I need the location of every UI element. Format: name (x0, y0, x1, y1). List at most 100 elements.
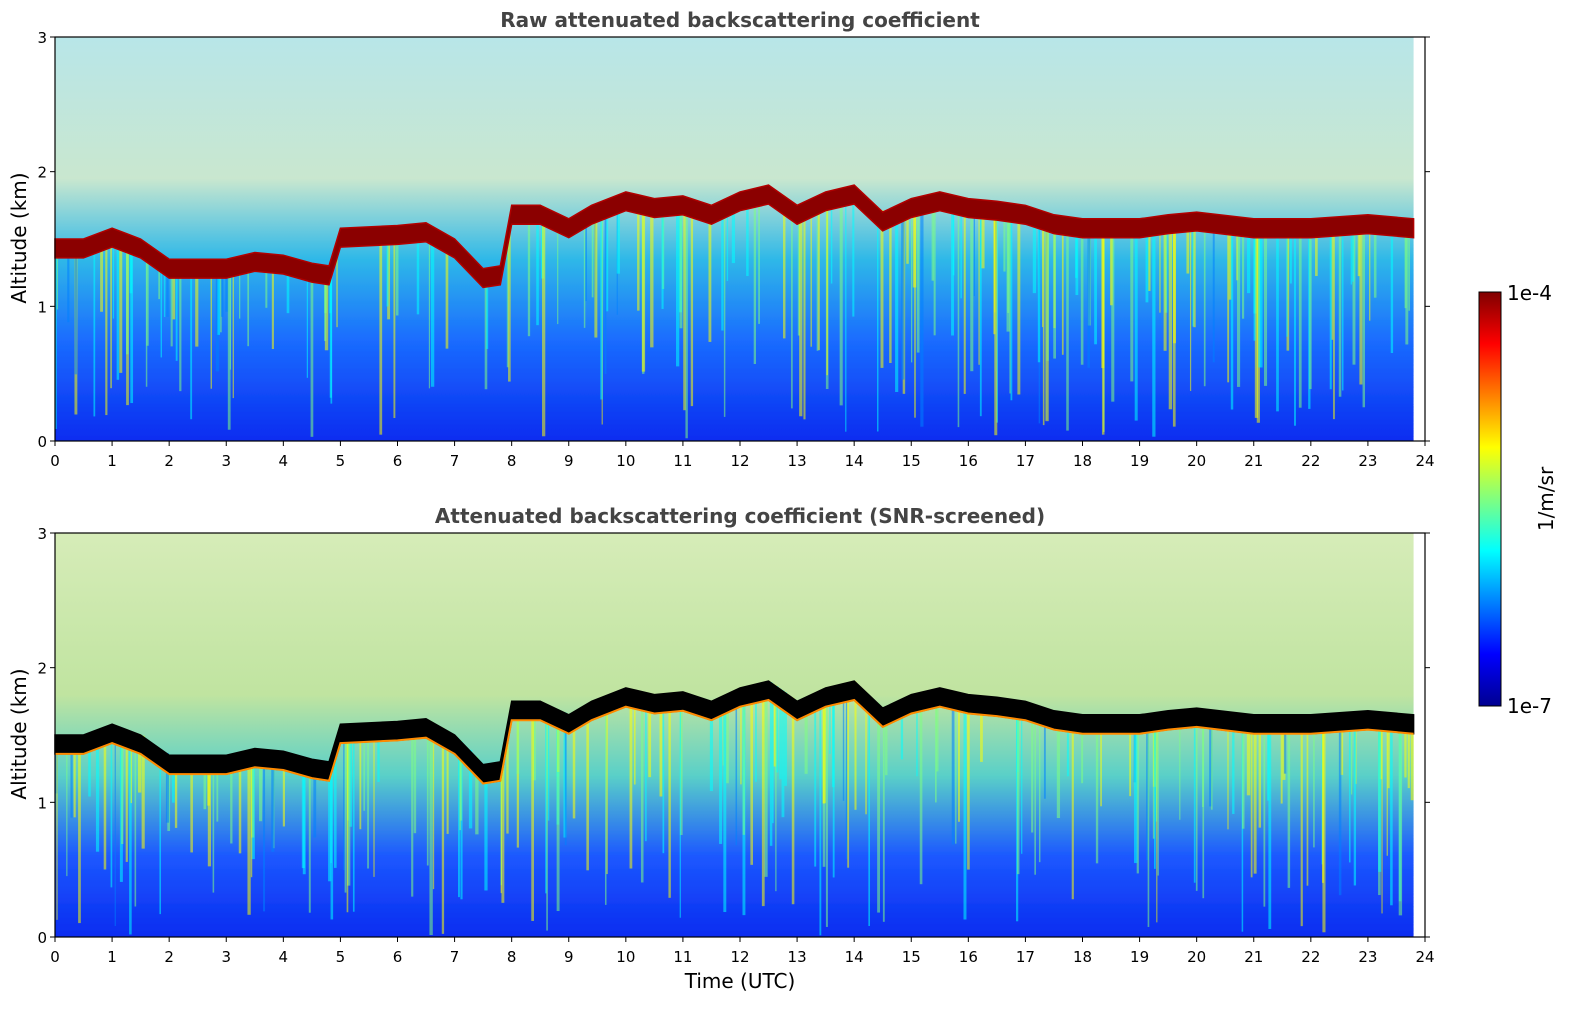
fall-streak (1286, 218, 1288, 337)
fall-streak (426, 719, 429, 866)
fall-streak (679, 692, 681, 918)
fall-streak (66, 735, 68, 877)
fall-streak (1034, 704, 1036, 875)
fall-streak (1211, 709, 1213, 810)
fall-streak (772, 683, 774, 824)
x-tick-label: 22 (1301, 452, 1320, 470)
fall-streak (740, 687, 742, 785)
fall-streak (545, 703, 547, 894)
fall-streak (775, 686, 779, 773)
fall-streak (179, 259, 182, 392)
fall-streak (847, 682, 850, 868)
fall-streak (933, 193, 936, 336)
fall-streak (500, 760, 502, 894)
fall-streak (343, 724, 345, 871)
fall-streak (845, 187, 847, 432)
fall-streak (1129, 714, 1132, 797)
fall-streak (640, 691, 644, 883)
x-tick-label: 22 (1301, 948, 1320, 966)
y-tick-label: 1 (37, 794, 47, 812)
fall-streak (1404, 713, 1407, 778)
fall-streak (250, 749, 253, 878)
fall-streak (416, 223, 420, 315)
fall-streak (1348, 712, 1351, 863)
fall-streak (1351, 711, 1353, 795)
x-tick-label: 14 (845, 452, 864, 470)
x-tick-label: 11 (673, 452, 692, 470)
chart-title: Attenuated backscattering coefficient (S… (435, 504, 1045, 528)
fall-streak (594, 204, 598, 338)
fall-streak (839, 188, 843, 406)
fall-streak (386, 226, 389, 307)
fall-streak (1009, 203, 1011, 394)
fall-streak (1264, 218, 1268, 386)
fall-streak (95, 730, 100, 852)
fall-streak (900, 699, 904, 760)
fall-streak (429, 720, 433, 936)
fall-streak (606, 199, 609, 312)
fall-streak (1276, 218, 1279, 412)
fall-streak (164, 255, 166, 317)
fall-streak (119, 727, 123, 882)
fall-streak (810, 198, 812, 347)
fall-streak (1373, 215, 1377, 298)
fall-streak (1016, 700, 1020, 875)
fall-streak (475, 756, 479, 835)
fall-streak (1286, 218, 1290, 351)
x-tick-label: 12 (730, 948, 749, 966)
fall-streak (1357, 215, 1361, 277)
fall-streak (170, 259, 173, 347)
fall-streak (1021, 700, 1023, 854)
fall-streak (251, 749, 255, 860)
fall-streak (282, 751, 285, 827)
fall-streak (920, 196, 924, 427)
fall-streak (393, 225, 396, 419)
fall-streak (536, 205, 539, 326)
fall-streak (690, 198, 694, 407)
fall-streak (845, 683, 848, 859)
fall-streak (259, 748, 263, 822)
fall-streak (668, 693, 671, 898)
fall-streak (1315, 218, 1318, 277)
fall-streak (359, 723, 362, 830)
fall-streak (103, 727, 107, 870)
fall-streak (308, 758, 311, 913)
backscatter-field (55, 533, 1414, 937)
fall-streak (723, 199, 726, 417)
fall-streak (329, 263, 332, 398)
fall-streak (1340, 712, 1344, 775)
fall-streak (957, 196, 960, 428)
fall-streak (134, 732, 137, 907)
fall-streak (1294, 218, 1296, 426)
x-tick-label: 4 (279, 948, 289, 966)
fall-streak (557, 213, 559, 325)
fall-streak (220, 259, 222, 333)
fall-streak (506, 231, 509, 368)
fall-streak (306, 261, 309, 378)
fall-streak (1338, 216, 1342, 397)
fall-streak (459, 740, 463, 821)
fall-streak (616, 195, 620, 274)
fall-streak (758, 187, 760, 324)
fall-streak (310, 262, 314, 437)
fall-streak (816, 196, 819, 351)
x-tick-label: 24 (1415, 948, 1434, 966)
fall-streak (1081, 714, 1084, 784)
fall-streak (330, 756, 334, 920)
y-tick-label: 3 (37, 29, 47, 47)
fall-streak (981, 199, 985, 269)
snr-screened-axes: 0 1 2 3 4 5 6 7 8 9 10 11 12 13 14 15 16 17 18 19 20 21 22 23 24… (37, 525, 1434, 966)
fall-streak (1094, 218, 1097, 345)
fall-streak (70, 735, 73, 818)
fall-streak (885, 706, 888, 776)
fall-streak (648, 693, 652, 778)
fall-streak (395, 225, 399, 316)
fall-streak (110, 724, 113, 888)
y-tick-label: 3 (37, 525, 47, 543)
fall-streak (527, 205, 531, 337)
fall-streak (799, 204, 803, 417)
fall-streak (1353, 711, 1357, 886)
fall-streak (936, 688, 939, 772)
x-tick-label: 2 (164, 452, 174, 470)
fall-streak (1352, 215, 1356, 365)
